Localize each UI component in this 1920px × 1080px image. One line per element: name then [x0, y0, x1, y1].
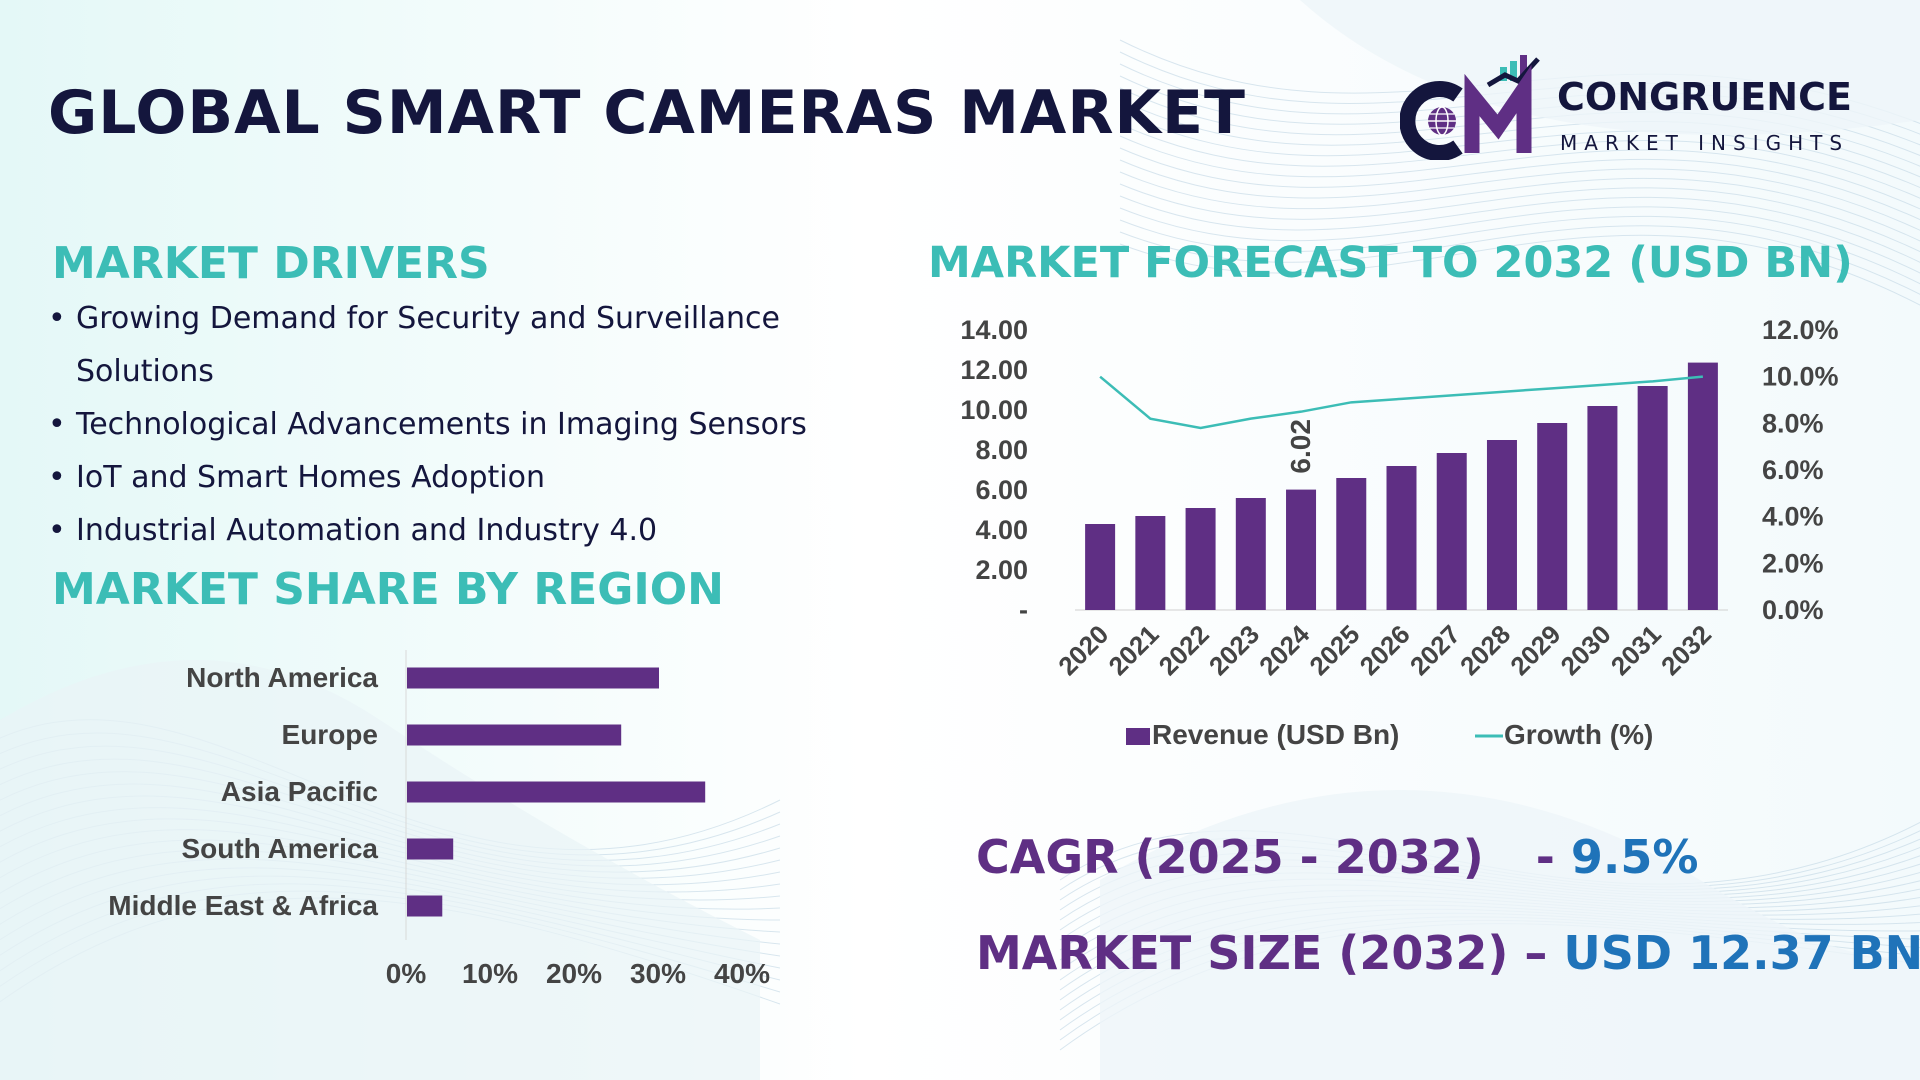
legend-revenue-label: Revenue (USD Bn) [1152, 719, 1399, 750]
globe-icon [1428, 106, 1456, 136]
region-bar [407, 781, 706, 803]
region-x-tick-label: 40% [714, 958, 770, 989]
forecast-x-tick-label: 2032 [1655, 619, 1717, 681]
forecast-y-tick-label: 4.00 [975, 515, 1028, 545]
revenue-bar [1135, 516, 1166, 610]
forecast-y2-tick-label: 12.0% [1762, 315, 1839, 345]
forecast-x-tick-label: 2020 [1052, 619, 1114, 681]
forecast-x-tick-label: 2027 [1404, 619, 1466, 681]
forecast-y-tick-label: 12.00 [960, 355, 1028, 385]
forecast-x-tick-label: 2023 [1203, 619, 1265, 681]
market-size-label: MARKET SIZE (2032) [976, 926, 1509, 980]
logo-tagline: MARKET INSIGHTS [1560, 131, 1850, 155]
forecast-x-tick-label: 2028 [1454, 619, 1516, 681]
revenue-bar [1235, 498, 1266, 610]
revenue-bar [1185, 508, 1216, 610]
region-bar [407, 667, 659, 689]
revenue-data-label: 6.02 [1285, 419, 1316, 474]
company-logo: CONGRUENCE MARKET INSIGHTS [1400, 55, 1870, 160]
driver-item: Industrial Automation and Industry 4.0 [48, 504, 916, 557]
forecast-y2-tick-label: 8.0% [1762, 408, 1824, 438]
forecast-y-tick-label: 8.00 [975, 435, 1028, 465]
driver-item: Technological Advancements in Imaging Se… [48, 398, 916, 451]
region-heading: MARKET SHARE BY REGION [52, 564, 724, 615]
revenue-bar [1537, 423, 1568, 610]
logo-mark [1400, 55, 1540, 160]
forecast-x-tick-label: 2021 [1102, 619, 1164, 681]
revenue-bar [1085, 524, 1116, 610]
drivers-heading: MARKET DRIVERS [52, 238, 490, 289]
region-bar [407, 724, 622, 746]
forecast-y2-tick-label: 4.0% [1762, 502, 1824, 532]
forecast-y-tick-label: 10.00 [960, 395, 1028, 425]
forecast-x-tick-label: 2024 [1253, 619, 1315, 681]
region-category-label: Europe [282, 719, 378, 750]
region-x-tick-label: 10% [462, 958, 518, 989]
market-size-separator: – [1524, 926, 1548, 980]
forecast-y2-tick-label: 10.0% [1762, 362, 1839, 392]
revenue-bar [1687, 362, 1718, 610]
forecast-x-tick-label: 2030 [1555, 619, 1617, 681]
region-bar [407, 838, 454, 860]
forecast-x-tick-label: 2026 [1354, 619, 1416, 681]
forecast-heading: MARKET FORECAST TO 2032 (USD BN) [928, 238, 1853, 288]
region-bar [407, 895, 443, 917]
forecast-y2-tick-label: 6.0% [1762, 455, 1824, 485]
page-title: GLOBAL SMART CAMERAS MARKET [48, 78, 1246, 148]
region-x-tick-label: 30% [630, 958, 686, 989]
revenue-bar [1486, 440, 1517, 610]
forecast-y2-tick-label: 2.0% [1762, 548, 1824, 578]
forecast-x-tick-label: 2025 [1303, 619, 1365, 681]
region-x-tick-label: 20% [546, 958, 602, 989]
driver-item: Growing Demand for Security and Surveill… [48, 292, 916, 398]
forecast-y-tick-label: 6.00 [975, 475, 1028, 505]
forecast-y2-tick-label: 0.0% [1762, 595, 1824, 625]
growth-line [1099, 375, 1704, 430]
revenue-bar [1637, 386, 1668, 610]
forecast-y-tick-label: 14.00 [960, 315, 1028, 345]
forecast-y-tick-label: - [1019, 595, 1028, 625]
cagr-stat: CAGR (2025 - 2032) - 9.5% [976, 830, 1698, 884]
cagr-value: 9.5% [1570, 830, 1699, 884]
forecast-x-tick-label: 2029 [1504, 619, 1566, 681]
revenue-bar [1436, 453, 1467, 610]
region-category-label: Middle East & Africa [108, 890, 378, 921]
region-category-label: South America [181, 833, 378, 864]
revenue-bar [1587, 406, 1618, 610]
cagr-label: CAGR (2025 - 2032) [976, 830, 1484, 884]
market-size-value: USD 12.37 BN [1563, 926, 1920, 980]
revenue-bar [1336, 478, 1367, 610]
forecast-x-tick-label: 2022 [1153, 619, 1215, 681]
region-category-label: North America [186, 662, 378, 693]
legend-growth-label: Growth (%) [1504, 719, 1653, 750]
forecast-y-tick-label: 2.00 [975, 555, 1028, 585]
forecast-x-tick-label: 2031 [1605, 619, 1667, 681]
region-category-label: Asia Pacific [221, 776, 378, 807]
legend-revenue-swatch [1126, 728, 1150, 745]
region-x-tick-label: 0% [386, 958, 427, 989]
revenue-bar [1386, 466, 1417, 610]
revenue-bar [1286, 489, 1317, 610]
region-share-chart: North America Europe Asia Pacific South Ame… [108, 650, 770, 989]
forecast-chart: - 2.00 4.00 6.00 8.00 10.00 12.00 14.00 0.0% 2.0%… [960, 315, 1839, 750]
cagr-separator: - [1535, 830, 1555, 884]
driver-item: IoT and Smart Homes Adoption [48, 451, 916, 504]
market-size-stat: MARKET SIZE (2032) – USD 12.37 BN [976, 926, 1920, 980]
drivers-list: Growing Demand for Security and Surveill… [48, 292, 916, 557]
logo-name: CONGRUENCE [1557, 75, 1852, 119]
